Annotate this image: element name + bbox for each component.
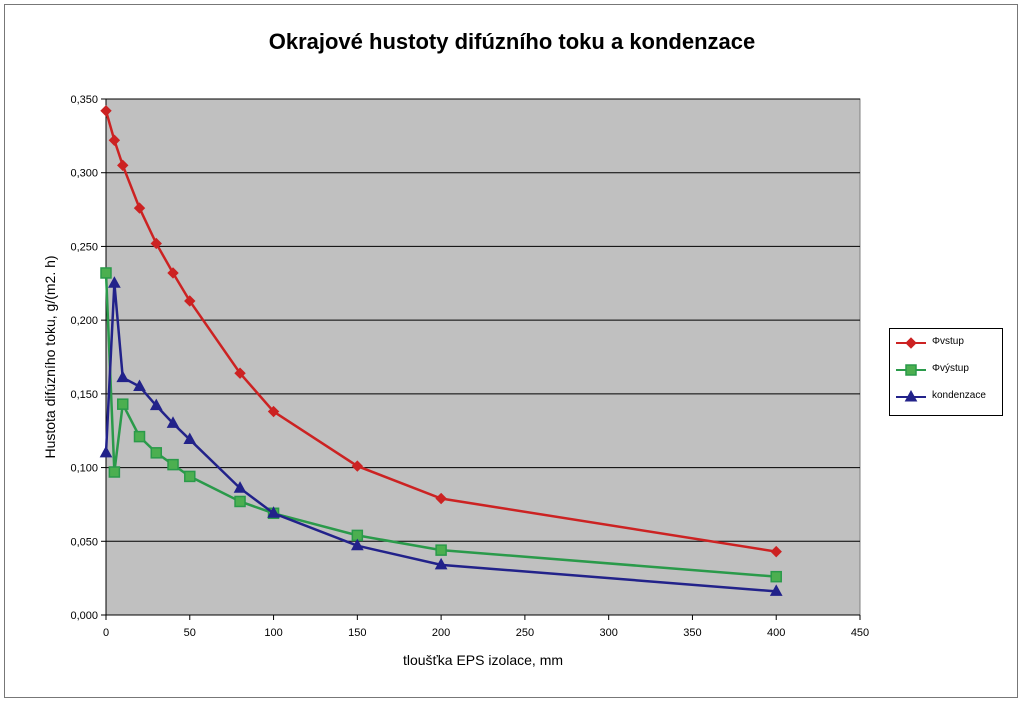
chart-title: Okrajové hustoty difúzního toku a konden… xyxy=(268,29,756,54)
data-point-series-1 xyxy=(167,458,179,471)
legend-swatch-kondenzace xyxy=(896,390,926,402)
data-point-series-0 xyxy=(100,105,112,117)
data-point-series-0 xyxy=(117,159,129,172)
data-point-series-1 xyxy=(435,544,447,556)
data-point-series-1 xyxy=(133,430,146,443)
data-point-series-0 xyxy=(435,492,447,505)
data-point-series-0 xyxy=(351,460,364,472)
data-point-series-1 xyxy=(100,267,112,279)
data-point-series-1 xyxy=(150,447,163,459)
data-point-series-2 xyxy=(99,445,113,458)
y-tick-label: 0,200 xyxy=(70,315,98,327)
data-point-series-2 xyxy=(233,481,247,493)
legend-entry: Φvýstup xyxy=(896,360,1000,380)
legend-marker xyxy=(905,364,917,376)
x-tick-label: 350 xyxy=(683,627,701,639)
chart-svg: 0,000 0,050 0,100 0,150 0,200 0,250 0,300 0,350… xyxy=(42,94,869,668)
y-tick-label: 0,050 xyxy=(70,536,98,548)
data-point-series-0 xyxy=(770,545,782,558)
data-point-series-2 xyxy=(183,432,197,445)
data-point-series-2 xyxy=(769,584,783,596)
data-point-series-1 xyxy=(108,466,121,478)
legend-marker xyxy=(904,390,918,402)
data-point-series-2 xyxy=(133,379,146,391)
x-tick-label: 250 xyxy=(516,627,534,639)
legend-label-vystup: Φvýstup xyxy=(932,363,969,374)
legend-entry: Φvstup xyxy=(896,333,1000,353)
legend-label-vstup: Φvstup xyxy=(932,336,964,347)
x-tick-label: 0 xyxy=(103,627,109,639)
data-point-series-1 xyxy=(770,570,782,583)
legend-swatch-vstup xyxy=(896,337,926,349)
y-tick-label: 0,150 xyxy=(70,389,98,401)
data-point-series-2 xyxy=(350,538,364,551)
data-point-series-2 xyxy=(108,276,121,288)
data-point-series-0 xyxy=(133,202,146,214)
y-tick-label: 0,000 xyxy=(70,610,98,622)
x-tick-label: 300 xyxy=(599,627,617,639)
y-axis-title: Hustota difúzního toku, g/(m2. h) xyxy=(42,255,58,458)
data-point-series-1 xyxy=(184,470,196,483)
data-point-series-0 xyxy=(267,405,280,418)
data-point-series-0 xyxy=(234,367,246,379)
data-point-series-2 xyxy=(116,370,130,383)
data-point-series-2 xyxy=(434,557,448,570)
series-line-2 xyxy=(104,283,777,593)
x-tick-label: 150 xyxy=(348,627,366,639)
plot-background xyxy=(105,98,861,616)
data-point-series-0 xyxy=(184,295,196,307)
chart-area: Okrajové hustoty difúzního toku a konden… xyxy=(4,4,1018,698)
data-point-series-2 xyxy=(166,416,180,428)
data-point-series-1 xyxy=(117,398,129,410)
y-tick-label: 0,300 xyxy=(70,168,98,180)
data-point-series-0 xyxy=(108,134,121,146)
legend-label-kondenzace: kondenzace xyxy=(932,390,986,401)
y-tick-label: 0,350 xyxy=(70,94,98,106)
data-point-series-2 xyxy=(149,398,163,411)
y-tick-label: 0,100 xyxy=(70,463,98,475)
x-axis-title: tloušťka EPS izolace, mm xyxy=(403,652,563,668)
data-point-series-0 xyxy=(150,237,162,250)
series-line-1 xyxy=(104,272,777,578)
data-point-series-1 xyxy=(234,495,246,508)
data-point-series-0 xyxy=(167,267,179,279)
x-tick-label: 50 xyxy=(184,627,196,639)
x-tick-label: 100 xyxy=(264,627,282,639)
x-tick-label: 200 xyxy=(432,627,450,639)
legend-swatch-vystup xyxy=(896,364,926,376)
legend-entry: kondenzace xyxy=(896,387,1000,407)
x-tick-label: 450 xyxy=(851,627,869,639)
y-tick-label: 0,250 xyxy=(70,241,98,253)
legend: Φvstup Φvýstup kondenzace xyxy=(889,328,1003,416)
legend-marker xyxy=(905,337,917,349)
x-tick-label: 400 xyxy=(767,627,785,639)
data-point-series-2 xyxy=(267,506,280,518)
